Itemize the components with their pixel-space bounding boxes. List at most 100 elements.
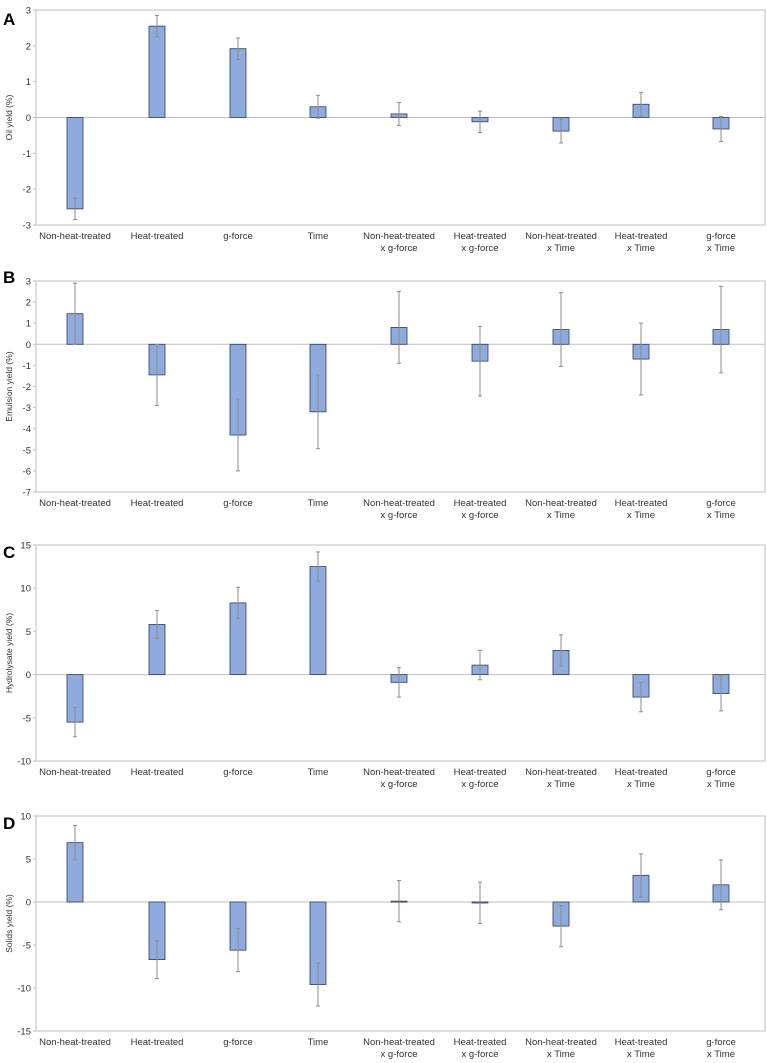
category-label: g-force [706, 767, 736, 778]
category-label: g-force [223, 1037, 253, 1048]
category-label: Heat-treated [615, 1037, 668, 1048]
category-label: x g-force [381, 1049, 418, 1060]
y-tick-label: 2 [26, 298, 31, 309]
category-label: x Time [547, 243, 575, 254]
y-axis-title: Hydrolysate yield (%) [4, 613, 14, 693]
bar [309, 566, 327, 675]
y-tick-label: -5 [23, 941, 31, 952]
category-label: Time [308, 1037, 329, 1048]
category-label: x Time [547, 779, 575, 790]
category-label: g-force [706, 498, 736, 509]
category-label: x g-force [462, 779, 499, 790]
category-label: Heat-treated [454, 498, 507, 509]
category-label: x g-force [462, 243, 499, 254]
y-tick-label: -5 [23, 713, 31, 724]
bar [148, 25, 166, 118]
y-tick-label: -6 [23, 466, 31, 477]
y-tick-label: -3 [23, 221, 31, 232]
y-tick-label: 5 [26, 855, 31, 866]
panel-D: D 10 5 0 -5 -10 -15 Solids yield (%) Non-heat-tr… [3, 812, 766, 1060]
panel-letter: B [3, 268, 15, 287]
panel-letter: C [3, 543, 15, 562]
y-tick-label: -1 [23, 361, 31, 372]
category-label: Heat-treated [131, 1037, 184, 1048]
category-label: x Time [627, 510, 655, 521]
category-label: Non-heat-treated [363, 231, 435, 242]
y-tick-label: 3 [26, 6, 31, 17]
category-label: Heat-treated [615, 231, 668, 242]
category-label: g-force [223, 767, 253, 778]
category-label: Heat-treated [131, 767, 184, 778]
panel-letter: A [3, 10, 15, 29]
y-tick-label: 0 [26, 113, 31, 124]
y-tick-label: 1 [26, 77, 31, 88]
category-label: Time [308, 498, 329, 509]
category-label: Heat-treated [615, 767, 668, 778]
y-tick-label: -2 [23, 185, 31, 196]
category-label: Heat-treated [131, 498, 184, 509]
y-tick-label: 1 [26, 319, 31, 330]
category-label: Non-heat-treated [39, 498, 111, 509]
category-label: x Time [627, 779, 655, 790]
y-tick-label: 3 [26, 277, 31, 288]
category-label: Non-heat-treated [39, 231, 111, 242]
y-tick-label: -7 [23, 488, 31, 499]
category-label: x g-force [381, 510, 418, 521]
category-label: Time [308, 767, 329, 778]
category-label: Non-heat-treated [39, 1037, 111, 1048]
plot-frame [35, 815, 766, 1032]
y-tick-label: 15 [20, 541, 31, 552]
y-tick-label: 0 [26, 670, 31, 681]
y-tick-label: 0 [26, 898, 31, 909]
category-label: x Time [707, 1049, 735, 1060]
y-tick-label: -3 [23, 403, 31, 414]
category-label: g-force [223, 498, 253, 509]
category-label: g-force [706, 231, 736, 242]
plot-frame [35, 544, 766, 762]
y-tick-label: 5 [26, 627, 31, 638]
category-label: x Time [547, 510, 575, 521]
y-tick-label: 10 [20, 812, 31, 823]
category-label: x g-force [381, 779, 418, 790]
y-tick-label: -10 [17, 757, 31, 768]
category-label: x Time [627, 243, 655, 254]
category-label: x Time [707, 243, 735, 254]
category-label: Heat-treated [454, 1037, 507, 1048]
y-axis-title: Oil yield (%) [4, 94, 14, 140]
category-label: x g-force [462, 510, 499, 521]
y-tick-label: 2 [26, 41, 31, 52]
category-label: Non-heat-treated [363, 498, 435, 509]
category-label: Non-heat-treated [363, 1037, 435, 1048]
category-label: Time [308, 231, 329, 242]
category-label: Non-heat-treated [525, 767, 597, 778]
plot-frame [35, 280, 766, 493]
y-tick-label: -4 [23, 424, 31, 435]
category-label: x Time [707, 510, 735, 521]
category-label: Non-heat-treated [525, 1037, 597, 1048]
category-label: x Time [627, 1049, 655, 1060]
y-tick-label: -1 [23, 149, 31, 160]
category-label: x g-force [462, 1049, 499, 1060]
category-label: Non-heat-treated [525, 498, 597, 509]
category-label: Heat-treated [615, 498, 668, 509]
category-label: Non-heat-treated [39, 767, 111, 778]
category-label: Heat-treated [454, 767, 507, 778]
y-tick-label: -2 [23, 382, 31, 393]
category-label: Heat-treated [454, 231, 507, 242]
panel-letter: D [3, 814, 15, 833]
category-label: x g-force [381, 243, 418, 254]
y-axis-title: Emulsion yield (%) [4, 351, 14, 422]
category-label: x Time [547, 1049, 575, 1060]
category-label: g-force [706, 1037, 736, 1048]
y-tick-label: 0 [26, 340, 31, 351]
y-axis-title: Solids yield (%) [4, 894, 14, 953]
category-label: x Time [707, 779, 735, 790]
y-tick-label: -15 [17, 1027, 31, 1038]
y-tick-label: -5 [23, 445, 31, 456]
panel-A: A 3 2 1 0 -1 -2 -3 Oil yield (%) Non-heat-treated… [3, 6, 766, 254]
y-tick-label: -10 [17, 984, 31, 995]
y-tick-label: 10 [20, 584, 31, 595]
category-label: Heat-treated [131, 231, 184, 242]
category-label: Non-heat-treated [363, 767, 435, 778]
